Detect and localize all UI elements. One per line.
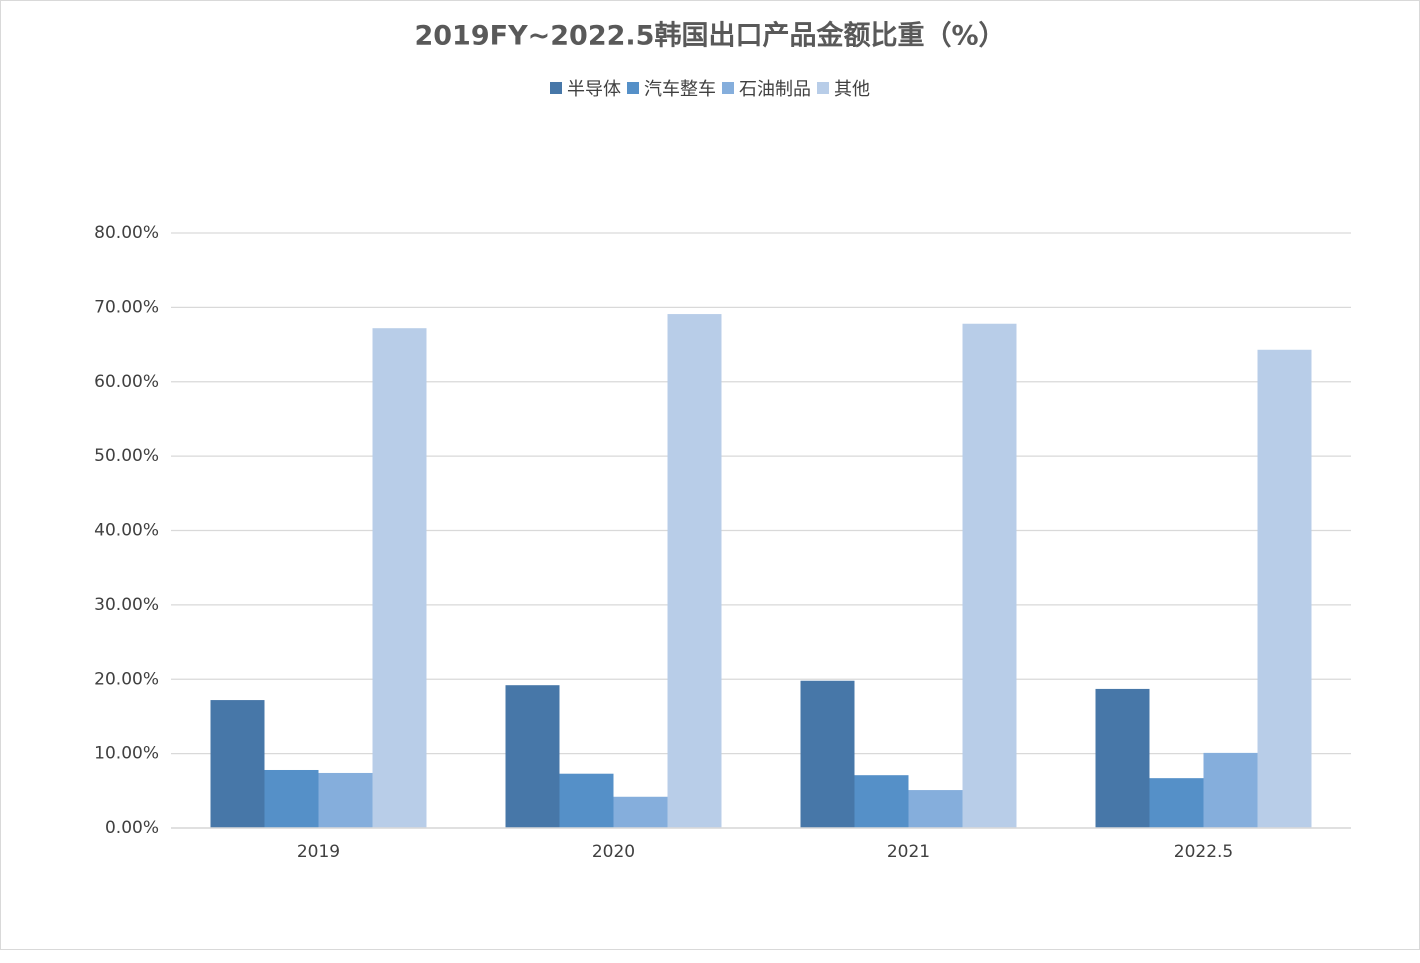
legend-swatch [817, 82, 829, 94]
y-tick-label: 10.00% [94, 744, 159, 764]
x-tick-label: 2021 [887, 842, 930, 862]
legend-swatch [550, 82, 562, 94]
legend: 半导体 汽车整车 石油制品 其他 [1, 75, 1419, 101]
x-tick-label: 2022.5 [1174, 842, 1233, 862]
bar [1203, 752, 1258, 828]
legend-item: 汽车整车 [627, 75, 716, 101]
legend-label: 其他 [834, 79, 870, 100]
x-tick-label: 2020 [592, 842, 635, 862]
y-tick-label: 30.00% [94, 595, 159, 615]
bar [800, 680, 855, 828]
bar [1095, 688, 1150, 828]
bar [613, 796, 668, 828]
y-tick-label: 0.00% [105, 818, 159, 838]
bar [318, 772, 373, 828]
y-tick-label: 20.00% [94, 669, 159, 689]
legend-label: 石油制品 [739, 79, 811, 100]
bar [505, 685, 560, 828]
bar [908, 790, 963, 828]
y-tick-label: 60.00% [94, 372, 159, 392]
legend-swatch [722, 82, 734, 94]
bar [1257, 349, 1312, 828]
legend-item: 其他 [817, 75, 870, 101]
y-tick-label: 80.00% [94, 223, 159, 243]
chart-title: 2019FY~2022.5韩国出口产品金额比重（%） [414, 20, 1005, 52]
legend-label: 汽车整车 [644, 79, 716, 100]
bar [210, 700, 265, 828]
bar [1149, 778, 1204, 828]
y-tick-label: 50.00% [94, 446, 159, 466]
y-tick-label: 70.00% [94, 297, 159, 317]
bar [854, 775, 909, 828]
legend-label: 半导体 [567, 79, 621, 100]
legend-swatch [627, 82, 639, 94]
bar [264, 769, 319, 828]
y-tick-label: 40.00% [94, 521, 159, 541]
legend-item: 石油制品 [722, 75, 811, 101]
bar [962, 323, 1017, 828]
bar [559, 773, 614, 828]
legend-item: 半导体 [550, 75, 621, 101]
bar [372, 328, 427, 828]
x-tick-label: 2019 [297, 842, 340, 862]
bar [667, 314, 722, 829]
